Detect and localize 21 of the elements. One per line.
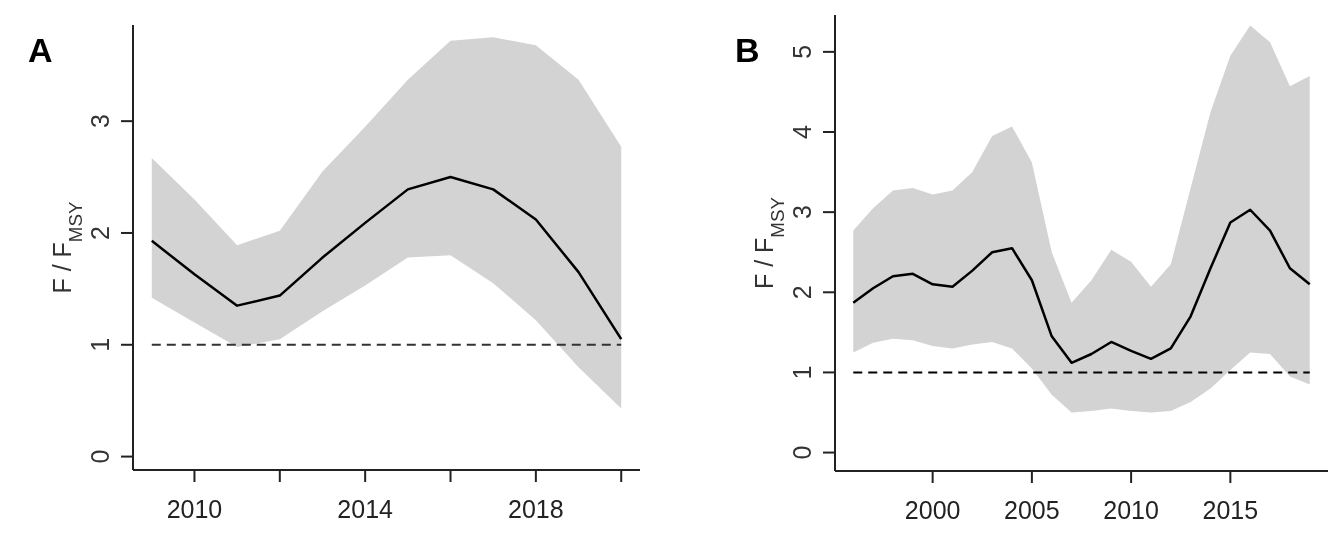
y-tick-label: 1 [788,365,816,380]
chart-title: A [28,31,53,69]
x-tick-label: 2010 [1103,496,1159,524]
x-tick-label: 2000 [904,496,961,524]
text: B [735,31,760,69]
y-tick-label: 1 [86,337,114,352]
x-tick-label: 2010 [166,495,223,523]
y-tick-label: 3 [788,205,816,220]
x-tick-label: 2014 [337,495,394,523]
y-tick-label: 3 [86,114,114,129]
y-tick-label: 0 [788,445,816,460]
y-tick-label: 5 [788,44,816,59]
y-tick-label: 0 [86,449,114,464]
line-series [150,175,623,341]
line-series [852,208,1311,365]
x-tick-label: 2015 [1202,496,1259,524]
x-tick-label: 2005 [1004,496,1060,524]
x-tick-label: 2018 [508,495,564,523]
y-tick-label: 2 [788,285,816,300]
y-tick-label: 2 [86,226,114,240]
y-tick-label: 4 [788,124,816,139]
